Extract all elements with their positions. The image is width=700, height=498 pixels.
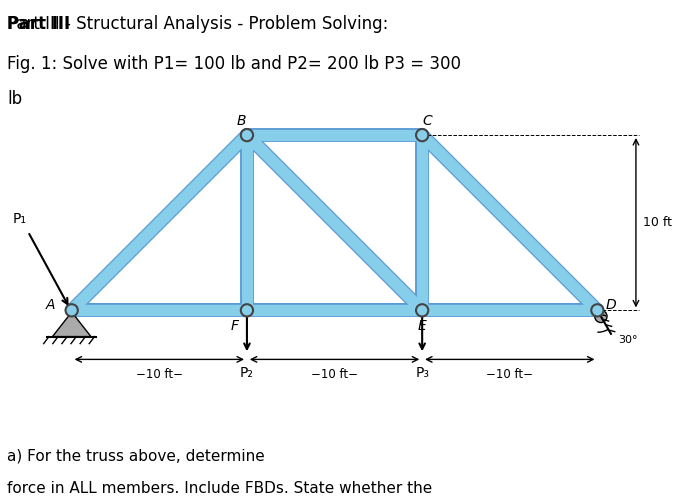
Text: Part III - Structural Analysis - Problem Solving:: Part III - Structural Analysis - Problem… — [7, 15, 388, 33]
Circle shape — [241, 304, 253, 316]
Text: E: E — [418, 319, 426, 333]
Text: lb: lb — [7, 90, 22, 108]
Text: 30°: 30° — [618, 335, 638, 345]
Text: −10 ft−: −10 ft− — [311, 368, 358, 381]
Text: A: A — [46, 298, 55, 312]
Text: −10 ft−: −10 ft− — [136, 368, 183, 381]
Text: Part III: Part III — [7, 15, 70, 33]
Text: 10 ft: 10 ft — [643, 216, 672, 229]
Polygon shape — [52, 312, 91, 337]
Text: −10 ft−: −10 ft− — [486, 368, 533, 381]
Text: B: B — [237, 114, 246, 128]
Text: P₁: P₁ — [12, 212, 26, 226]
Text: force in ALL members. Include FBDs. State whether the: force in ALL members. Include FBDs. Stat… — [7, 481, 433, 496]
Circle shape — [66, 304, 78, 316]
Circle shape — [241, 129, 253, 141]
Text: F: F — [231, 319, 239, 333]
Circle shape — [416, 129, 428, 141]
Circle shape — [416, 304, 428, 316]
Text: Fig. 1: Solve with P1= 100 lb and P2= 200 lb P3 = 300: Fig. 1: Solve with P1= 100 lb and P2= 20… — [7, 55, 461, 73]
Text: P₂: P₂ — [240, 367, 254, 380]
Text: P₃: P₃ — [415, 367, 429, 380]
Circle shape — [595, 310, 607, 323]
Text: D: D — [606, 298, 617, 312]
Text: C: C — [423, 114, 433, 128]
Text: a) For the truss above, determine: a) For the truss above, determine — [7, 448, 270, 463]
Circle shape — [592, 304, 603, 316]
